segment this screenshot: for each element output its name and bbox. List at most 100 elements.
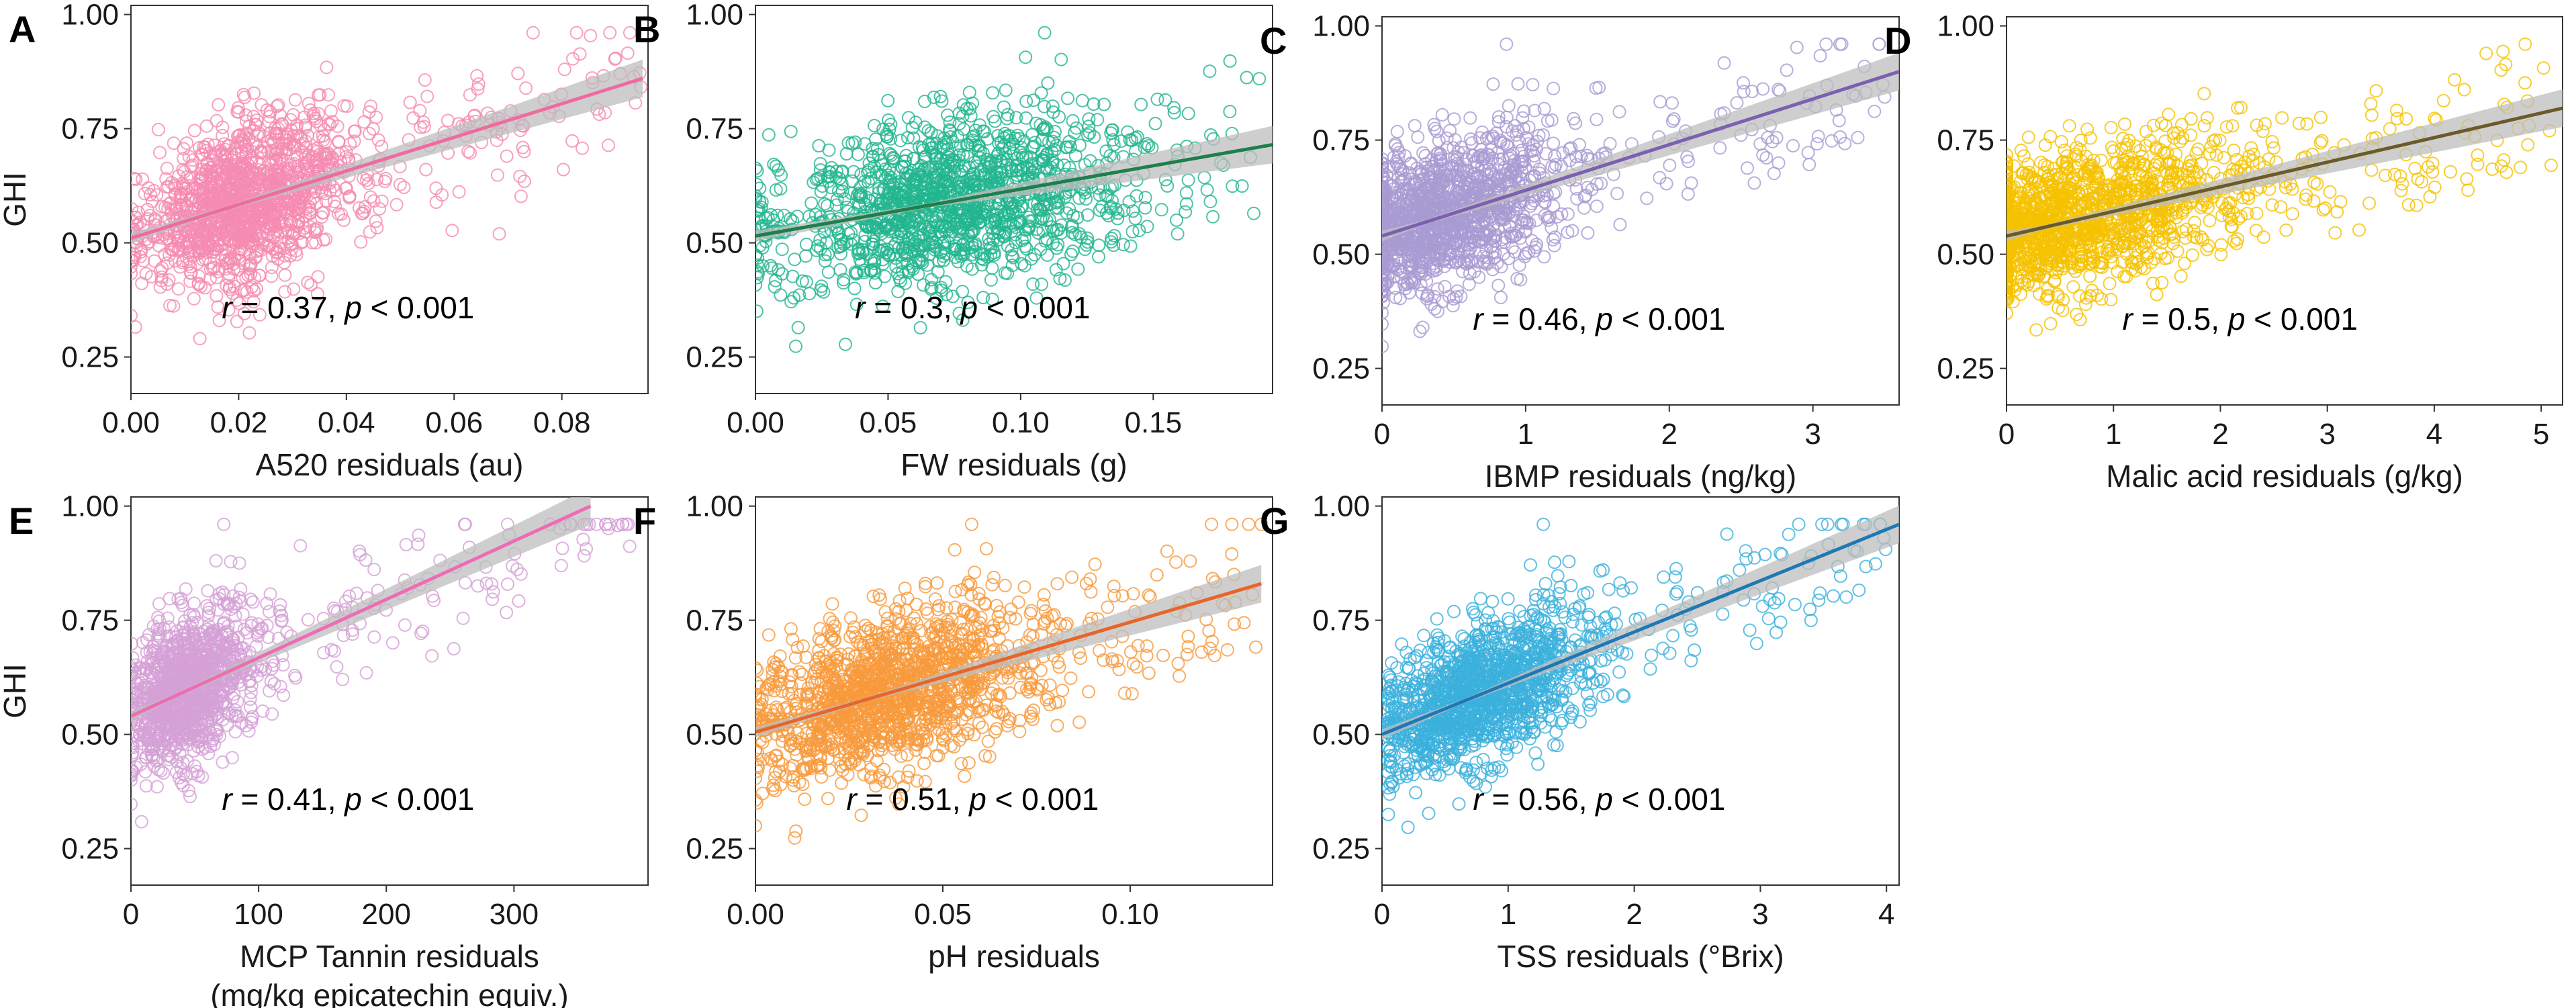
stat-annotation-part: = — [232, 290, 267, 325]
data-point — [2300, 117, 2314, 131]
plot-area — [755, 26, 1273, 353]
data-point — [312, 88, 326, 102]
data-point — [470, 68, 484, 83]
data-point — [1449, 290, 1463, 304]
data-point — [134, 242, 148, 256]
x-tick-label: 0.05 — [860, 406, 917, 439]
data-point — [1569, 182, 1583, 196]
data-point — [974, 163, 988, 177]
data-point — [988, 213, 1002, 226]
x-tick-label: 3 — [1804, 418, 1821, 451]
data-point — [1663, 158, 1677, 173]
data-point — [952, 224, 966, 238]
data-point — [976, 146, 990, 160]
data-point — [246, 109, 261, 124]
data-point — [1223, 105, 1237, 119]
data-point — [1530, 238, 1543, 251]
data-point — [1532, 128, 1546, 142]
data-point — [999, 83, 1013, 97]
data-point — [200, 228, 214, 242]
data-point — [821, 174, 835, 188]
data-point — [1079, 192, 1093, 206]
data-point — [1577, 201, 1591, 215]
data-point — [2217, 150, 2231, 165]
data-point — [1467, 214, 1481, 228]
data-point — [1382, 238, 1396, 253]
x-tick-label: 0.08 — [533, 406, 591, 439]
data-point — [870, 142, 884, 156]
data-point — [290, 118, 304, 132]
data-point — [153, 280, 167, 294]
x-tick-label: 0.04 — [318, 406, 375, 439]
data-point — [813, 233, 827, 247]
data-point — [995, 211, 1009, 225]
data-point — [2395, 177, 2409, 191]
data-point — [2190, 231, 2204, 245]
data-point — [287, 199, 302, 214]
data-point — [299, 120, 312, 134]
data-point — [2411, 172, 2425, 186]
data-point — [1429, 263, 1443, 277]
data-point — [1479, 242, 1493, 257]
data-point — [225, 183, 239, 197]
data-point — [1811, 130, 1825, 144]
data-point — [1447, 112, 1461, 126]
data-point — [1134, 97, 1148, 111]
data-point — [976, 207, 991, 221]
data-point — [1500, 37, 1514, 51]
data-point — [1442, 168, 1457, 182]
data-point — [354, 235, 368, 249]
data-point — [287, 282, 301, 296]
data-point — [2115, 142, 2129, 156]
data-point — [1547, 238, 1561, 253]
plot-area — [2007, 37, 2563, 337]
data-point — [965, 262, 979, 276]
data-point — [908, 172, 922, 186]
data-point — [1389, 194, 1402, 208]
data-point — [233, 128, 247, 142]
data-point — [1150, 92, 1164, 106]
data-point — [198, 243, 212, 257]
data-point — [804, 196, 819, 210]
data-point — [584, 29, 598, 43]
data-point — [1653, 171, 1667, 185]
data-point — [1610, 187, 1624, 201]
data-point — [1461, 185, 1475, 198]
data-point — [834, 246, 847, 261]
data-point — [1040, 214, 1054, 227]
data-point — [1428, 289, 1442, 304]
data-point — [1123, 239, 1138, 253]
data-point — [880, 130, 894, 144]
data-point — [849, 297, 864, 312]
data-point — [1506, 146, 1520, 161]
data-point — [830, 193, 844, 207]
data-point — [242, 326, 257, 340]
data-point — [1035, 277, 1048, 291]
data-point — [1455, 140, 1468, 154]
data-point — [165, 242, 179, 257]
data-point — [1058, 273, 1072, 287]
x-tick-label: 0.02 — [210, 406, 268, 439]
data-point — [997, 131, 1011, 145]
data-point — [952, 180, 966, 194]
data-point — [1491, 222, 1505, 236]
data-point — [1499, 169, 1513, 183]
data-point — [1540, 114, 1555, 128]
data-point — [1397, 207, 1411, 221]
data-point — [1070, 211, 1085, 224]
data-point — [1107, 238, 1121, 253]
data-point — [244, 267, 258, 281]
data-point — [1480, 168, 1494, 181]
data-point — [911, 168, 925, 181]
data-point — [1101, 209, 1115, 223]
data-point — [1029, 291, 1044, 305]
data-point — [2083, 131, 2097, 145]
data-point — [925, 181, 939, 194]
data-point — [2227, 234, 2241, 248]
data-point — [310, 144, 324, 158]
data-point — [212, 98, 226, 111]
data-point — [608, 52, 622, 66]
data-point — [260, 103, 274, 117]
data-point — [193, 332, 207, 346]
data-point — [248, 137, 263, 151]
